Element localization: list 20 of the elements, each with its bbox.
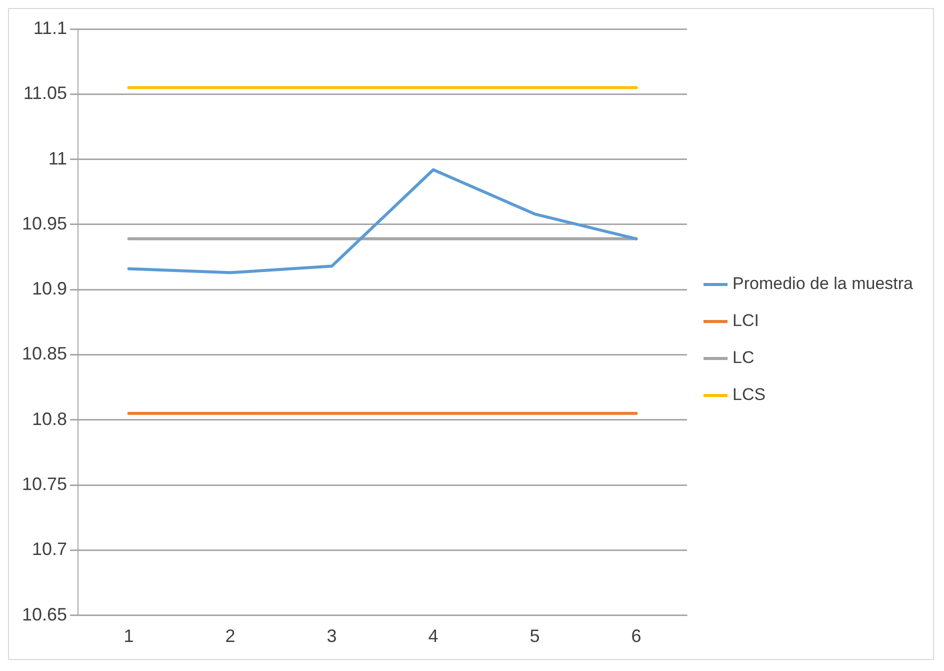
y-tick-label: 10.65 bbox=[22, 604, 68, 624]
y-tick-label: 10.95 bbox=[22, 213, 68, 234]
y-tick-label: 10.8 bbox=[32, 408, 68, 429]
x-tick-label: 5 bbox=[530, 626, 540, 646]
y-tick-label: 10.75 bbox=[22, 474, 68, 494]
y-tick-label: 11.05 bbox=[23, 83, 68, 104]
y-tick-label: 11 bbox=[48, 148, 68, 168]
x-tick-label: 1 bbox=[124, 626, 134, 646]
legend-label: Promedio de la muestra bbox=[732, 274, 914, 294]
legend-label: LCI bbox=[732, 311, 759, 330]
x-tick-label: 4 bbox=[428, 626, 438, 646]
y-tick-label: 10.9 bbox=[32, 278, 68, 299]
y-tick-label: 11.1 bbox=[33, 18, 68, 38]
legend-label: LCS bbox=[732, 385, 766, 404]
x-tick-label: 2 bbox=[225, 626, 236, 646]
y-tick-label: 10.85 bbox=[22, 344, 68, 364]
x-tick-label: 3 bbox=[326, 626, 337, 646]
x-tick-label: 6 bbox=[631, 626, 642, 646]
legend-label: LC bbox=[732, 348, 754, 368]
y-tick-label: 10.7 bbox=[32, 539, 68, 560]
